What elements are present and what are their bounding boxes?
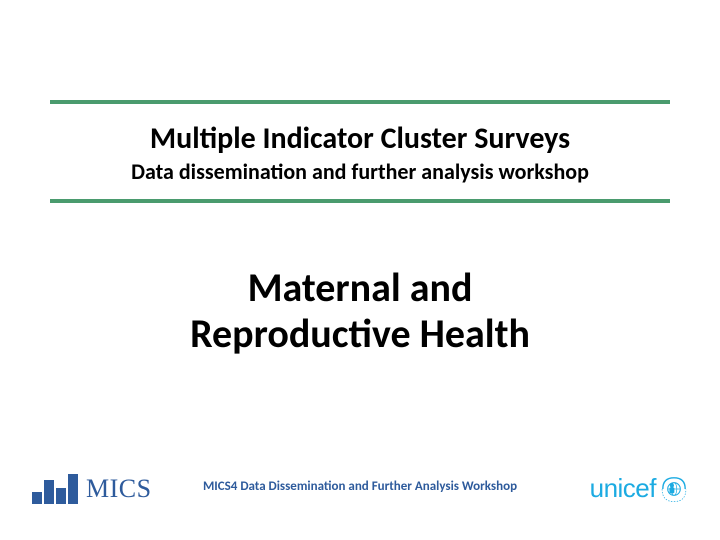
mics-bars-icon xyxy=(32,474,78,504)
unicef-globe-icon xyxy=(660,475,688,503)
mics-logo: MICS xyxy=(32,474,152,504)
slide-title: Multiple Indicator Cluster Surveys xyxy=(50,122,670,157)
topic-line-1: Maternal and xyxy=(0,265,720,311)
unicef-logo: unicef xyxy=(590,473,688,504)
slide-subtitle: Data dissemination and further analysis … xyxy=(50,159,670,185)
header-block: Multiple Indicator Cluster Surveys Data … xyxy=(50,100,670,203)
mics-bar xyxy=(56,488,66,504)
mics-logo-text: MICS xyxy=(86,474,152,504)
topic-line-2: Reproductive Health xyxy=(0,311,720,357)
topic-heading: Maternal and Reproductive Health xyxy=(0,265,720,357)
unicef-logo-text: unicef xyxy=(590,473,656,504)
mics-bar xyxy=(32,492,42,504)
mics-bar xyxy=(68,474,78,504)
mics-bar xyxy=(44,480,54,504)
